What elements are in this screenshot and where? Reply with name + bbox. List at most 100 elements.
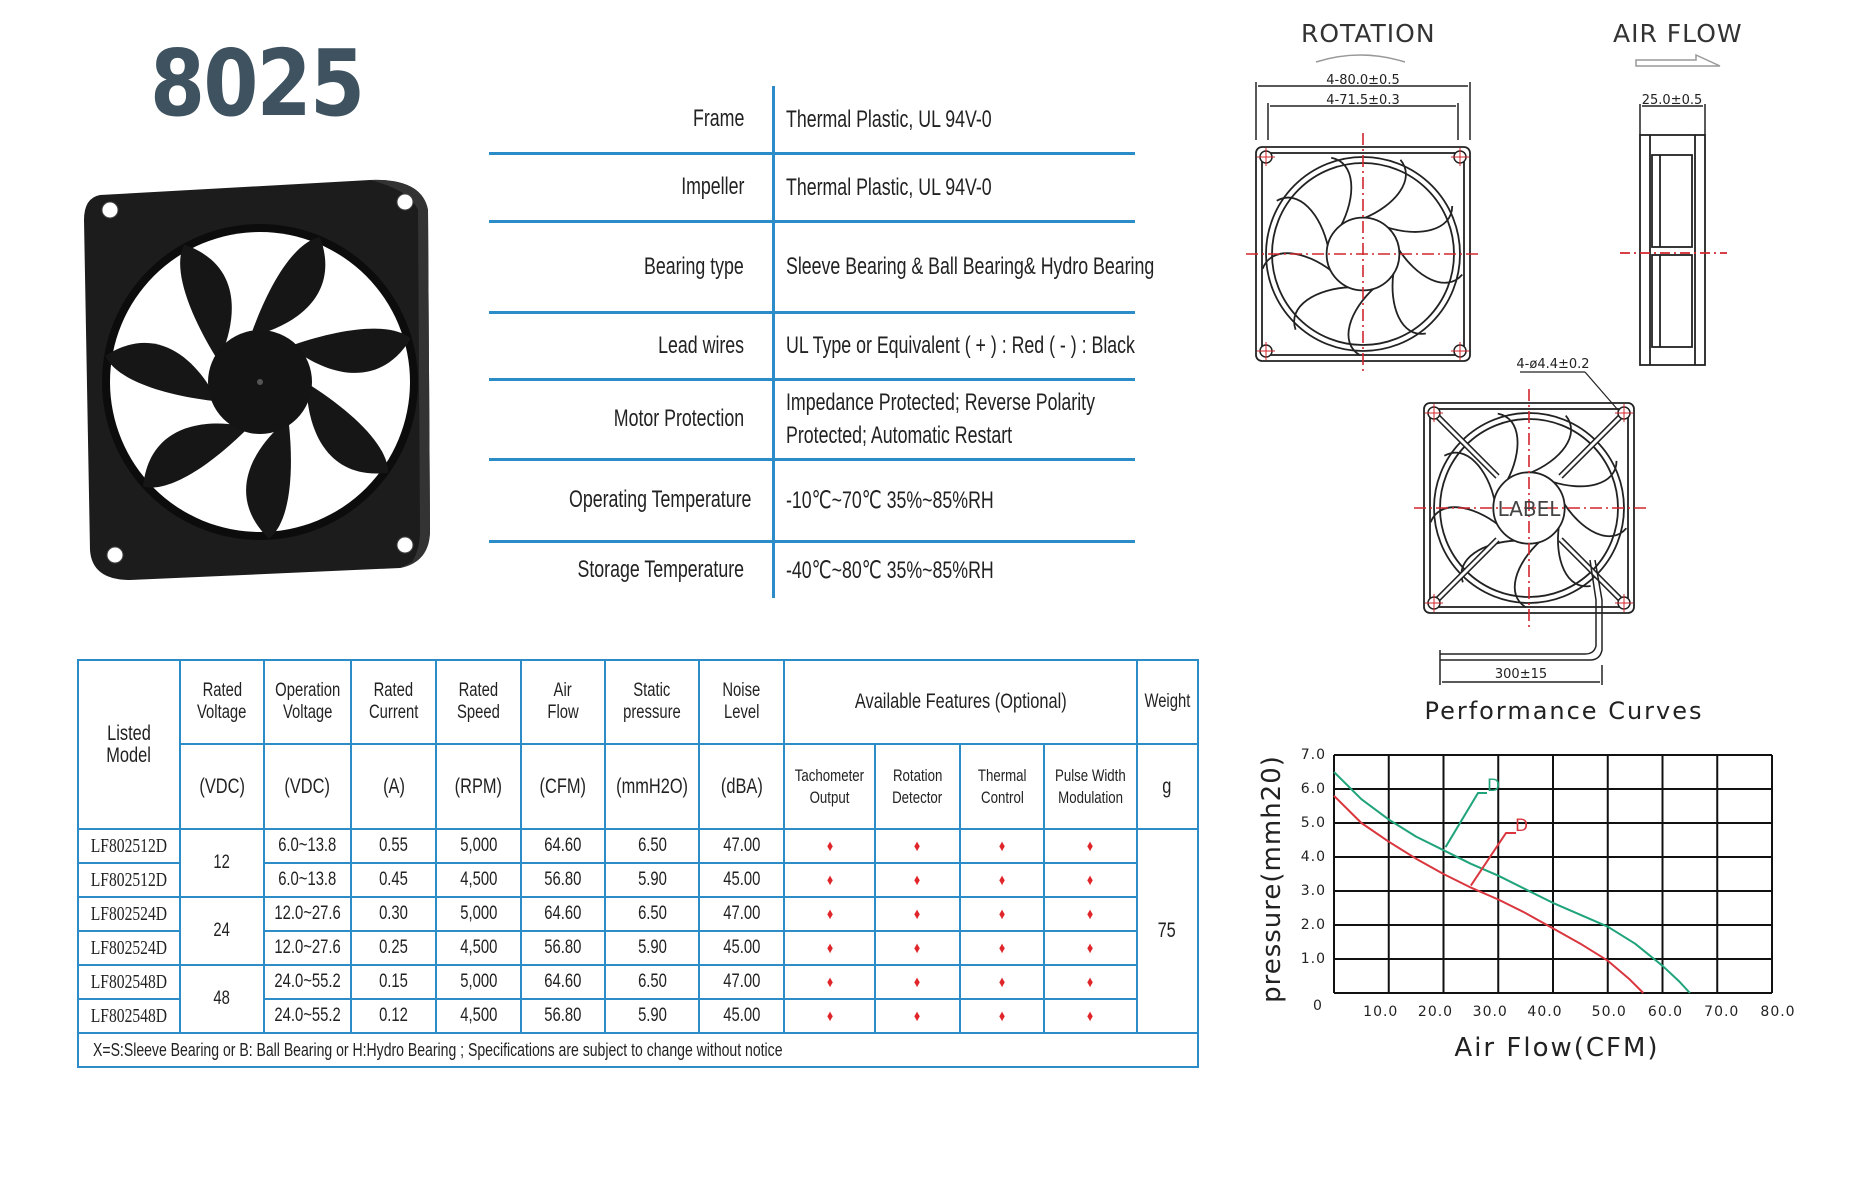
feature-available-icon-text: ♦ [826, 939, 833, 957]
spec-row-divider [489, 458, 1135, 461]
feature-available-icon-text: ♦ [998, 973, 1006, 991]
airflow-cell: 64.60 [520, 828, 607, 864]
header-weight: Weight [1135, 659, 1199, 745]
feature-available-icon-text: ♦ [1087, 1007, 1094, 1025]
fan-blade-outline [1443, 451, 1496, 503]
noise-cell-text: 47.00 [723, 971, 761, 992]
feature-available-icon-text: ♦ [1087, 939, 1094, 957]
y-tick-label: 5.0 [1301, 815, 1326, 831]
fan-blade-outline [1562, 501, 1628, 538]
header-feature-text: Control [980, 787, 1024, 807]
header-unit-row: (VDC) (VDC) (A) (RPM) (CFM) (mmH2O) (dBA) Tacho… [78, 743, 1199, 830]
fan-blade-outline [1391, 271, 1426, 335]
feature-available-icon: ♦ [783, 828, 877, 864]
op-voltage-cell: 6.0~13.8 [262, 862, 353, 898]
series-label-leader [1470, 832, 1516, 887]
header-feature-text: Tachometer [794, 765, 865, 785]
current-cell: 0.45 [350, 862, 438, 898]
noise-cell: 47.00 [698, 828, 786, 864]
header-feature: Thermal Control [959, 743, 1046, 830]
spec-row-impeller: Impeller Thermal Plastic, UL 94V-0 [489, 154, 1169, 220]
fan-blade [294, 328, 411, 373]
spec-value: Thermal Plastic, UL 94V-0 [786, 105, 992, 133]
y-tick-label: 1.0 [1301, 951, 1326, 967]
header-column-text: Air [553, 680, 573, 701]
series-label: D [1487, 776, 1500, 796]
spec-label: Bearing type [644, 252, 744, 280]
header-column-text: Level [723, 702, 760, 723]
header-column: Rated Voltage [179, 659, 265, 745]
feature-available-icon: ♦ [959, 896, 1046, 932]
table-row: LF802512D 12 6.0~13.8 0.55 5,000 64.60 6.50 47.… [77, 828, 1199, 1034]
pressure-cell-text: 6.50 [637, 835, 667, 856]
spec-label: Lead wires [658, 331, 744, 359]
header-feature: Tachometer Output [783, 743, 877, 830]
rated-voltage-cell: 24 [179, 896, 265, 966]
y-tick-label: 7.0 [1301, 747, 1326, 763]
feature-available-icon-text: ♦ [998, 837, 1006, 855]
header-column-text: Rated [202, 680, 242, 701]
airflow-cell-text: 64.60 [544, 903, 582, 924]
model-cell-text: LF802548D [90, 1005, 168, 1027]
model-cell-text: LF802548D [90, 971, 168, 993]
technical-drawings: ROTATION AIR FLOW 4-80.0±0.5 4-71.5±0.3 … [1246, 19, 1742, 685]
spec-value: UL Type or Equivalent ( + ) : Red ( - ) … [786, 332, 1135, 359]
series-line [1333, 771, 1691, 994]
x-tick-label: 20.0 [1418, 1004, 1453, 1020]
feature-available-icon: ♦ [874, 896, 962, 932]
feature-available-icon: ♦ [874, 930, 962, 966]
side-view-drawing [1620, 134, 1727, 366]
y-tick-label: 2.0 [1301, 917, 1326, 933]
header-unit-text: (VDC) [199, 774, 245, 798]
speed-cell: 4,500 [435, 998, 523, 1034]
header-unit: (dBA) [698, 743, 786, 830]
header-column-text: Operation [274, 680, 341, 701]
header-features-text: Available Features (Optional) [854, 690, 1067, 713]
spec-row-operating-temperature: Operating Temperature -10℃~70℃ 35%~85%RH [489, 460, 1169, 540]
op-voltage-cell-text: 24.0~55.2 [274, 971, 341, 992]
x-tick-label: 30.0 [1473, 1004, 1508, 1020]
speed-cell: 4,500 [435, 862, 523, 898]
header-feature-text: Pulse Width [1055, 765, 1126, 785]
rated-voltage-cell: 12 [179, 828, 265, 898]
chart-grid [1333, 754, 1773, 994]
footnote-text: X=S:Sleeve Bearing or B: Ball Bearing or… [93, 1040, 783, 1060]
header-feature-text: Detector [892, 787, 943, 807]
header-row: Listed Model Rated Voltage Operation Voltage R… [77, 659, 1199, 830]
speed-cell: 5,000 [435, 964, 523, 1000]
y-tick-label: 4.0 [1301, 849, 1326, 865]
header-unit-text: (A) [382, 774, 405, 798]
rated-voltage-cell-text: 12 [213, 852, 231, 873]
feature-available-icon-text: ♦ [998, 905, 1006, 923]
series-line [1333, 795, 1645, 994]
dim-outer-label: 4-80.0±0.5 [1326, 73, 1399, 88]
y-tick-label: 6.0 [1301, 781, 1326, 797]
feature-available-icon-text: ♦ [998, 939, 1006, 957]
header-features: Available Features (Optional) [783, 659, 1138, 745]
spec-row-divider [489, 311, 1135, 314]
feature-available-icon-text: ♦ [998, 871, 1006, 889]
header-feature-text: Rotation [892, 765, 943, 785]
speed-cell-text: 4,500 [460, 1005, 498, 1026]
feature-available-icon: ♦ [783, 930, 877, 966]
feature-available-icon: ♦ [1043, 896, 1138, 932]
op-voltage-cell-text: 6.0~13.8 [278, 869, 337, 890]
current-cell-text: 0.30 [379, 903, 408, 924]
table-row: LF802548D 48 24.0~55.2 0.15 5,000 64.60 6.50 47… [77, 964, 1198, 1034]
current-cell: 0.30 [350, 896, 438, 932]
header-feature: Pulse Width Modulation [1043, 743, 1138, 830]
op-voltage-cell: 6.0~13.8 [262, 828, 353, 864]
noise-cell: 47.00 [698, 896, 786, 932]
spec-value: Impedance Protected; Reverse Polarity [786, 389, 1095, 416]
feature-available-icon-text: ♦ [998, 1007, 1006, 1025]
feature-available-icon: ♦ [959, 862, 1046, 898]
feature-available-icon: ♦ [783, 862, 877, 898]
pressure-cell: 5.90 [604, 998, 701, 1034]
airflow-cell-text: 56.80 [544, 1005, 582, 1026]
table-row: LF802524D 24 12.0~27.6 0.30 5,000 64.60 6.50 47… [77, 896, 1198, 966]
lead-wire-drawing [1439, 559, 1603, 685]
header-column-text: Voltage [282, 702, 333, 723]
fan-blade [306, 385, 389, 474]
feature-available-icon-text: ♦ [914, 939, 921, 957]
current-cell-text: 0.55 [379, 835, 408, 856]
